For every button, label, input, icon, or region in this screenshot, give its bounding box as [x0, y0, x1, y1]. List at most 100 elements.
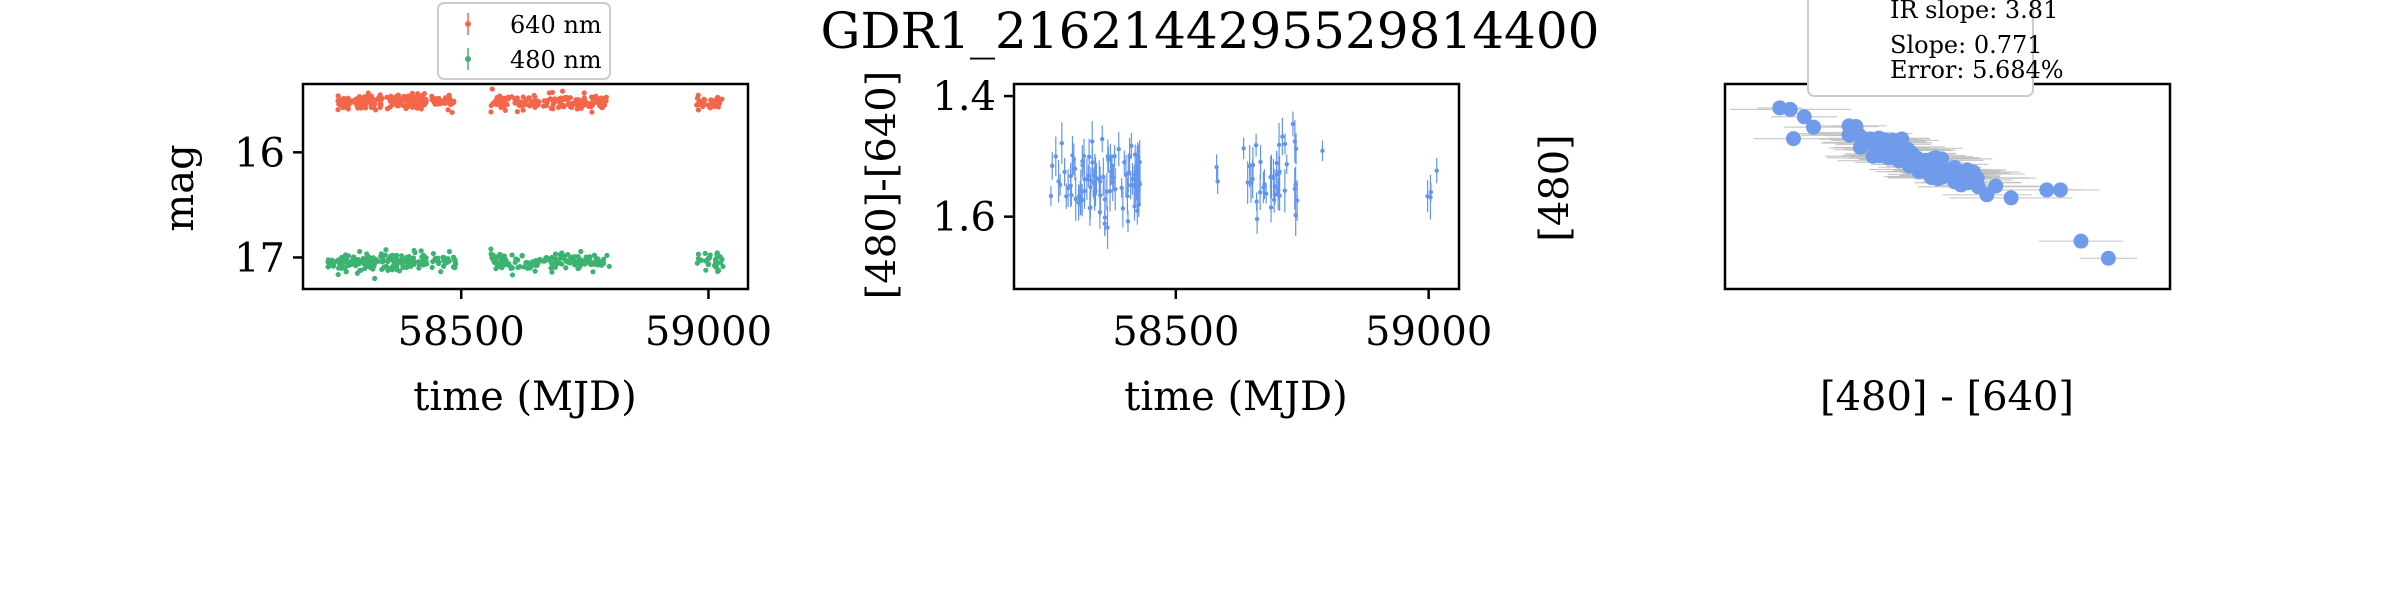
point-640: [353, 98, 359, 104]
point-480: [385, 267, 391, 273]
point-640: [421, 102, 428, 108]
point-640: [563, 96, 569, 103]
point-480: [563, 265, 569, 271]
color-point: [1089, 139, 1095, 144]
lightcurve-xlabel: time (MJD): [413, 374, 636, 420]
point-640: [589, 109, 595, 115]
lightcurve-marks: [325, 86, 726, 282]
color-point: [1069, 192, 1074, 198]
point-480: [590, 269, 596, 275]
cmd-point: [1907, 152, 1923, 168]
cmd-point: [1841, 127, 1857, 143]
color-point: [1245, 180, 1250, 185]
point-640: [449, 109, 455, 116]
point-480: [418, 248, 424, 254]
cmd-point: [1772, 100, 1788, 116]
color-point: [1100, 136, 1105, 142]
point-640: [394, 102, 400, 109]
point-640: [514, 95, 521, 101]
point-480: [450, 254, 457, 260]
color-curve-ylabel: [480]-[640]: [859, 71, 905, 300]
color-point: [1084, 177, 1090, 182]
legend-480-marker: [465, 56, 471, 62]
point-640: [431, 100, 437, 106]
point-640: [416, 100, 422, 106]
point-640: [719, 96, 725, 102]
x-tick-label: 58500: [398, 309, 525, 355]
point-480: [720, 263, 726, 270]
color-point: [1263, 191, 1269, 196]
color-point: [1065, 185, 1071, 191]
color-point: [1254, 216, 1260, 222]
color-curve-panel: 58500 59000 1.4 1.6 time (MJD) [480]-[640]: [859, 71, 1492, 420]
point-640: [555, 104, 562, 110]
point-480: [497, 251, 503, 257]
point-480: [519, 253, 525, 259]
point-480: [489, 255, 495, 261]
color-curve-axes-frame: [1012, 82, 1461, 291]
point-480: [348, 260, 354, 267]
point-480: [509, 252, 515, 258]
color-point: [1254, 199, 1259, 204]
color-point: [1128, 182, 1133, 188]
color-point: [1119, 185, 1124, 191]
point-480: [338, 255, 345, 261]
color-point: [1087, 205, 1093, 211]
cmd-point: [1877, 132, 1893, 148]
point-480: [433, 256, 439, 262]
color-point: [1053, 154, 1058, 159]
color-point: [1076, 200, 1081, 205]
point-640: [540, 103, 547, 109]
point-480: [380, 258, 386, 264]
color-point: [1108, 155, 1113, 160]
point-480: [391, 258, 397, 264]
lightcurve-ticks: 58500 59000 16 17: [234, 130, 772, 355]
y-tick-label: 17: [234, 235, 285, 281]
point-480: [707, 254, 713, 261]
point-640: [707, 105, 713, 111]
point-480: [440, 254, 446, 260]
point-640: [450, 99, 457, 106]
point-480: [394, 252, 400, 258]
point-640: [377, 97, 383, 104]
color-magnitude-legend: IR slope: 3.81 Slope: 0.771 Error: 5.684…: [1807, 0, 2064, 97]
cmd-point: [1918, 152, 1934, 168]
legend-640-marker: [465, 21, 471, 27]
cmd-point: [2003, 190, 2019, 206]
cmd-point: [1785, 131, 1801, 147]
color-point: [1129, 143, 1134, 149]
color-point: [1073, 196, 1078, 202]
point-480: [590, 261, 596, 267]
color-point: [1048, 193, 1054, 199]
point-640: [502, 107, 508, 113]
point-480: [442, 260, 449, 266]
point-480: [436, 260, 442, 267]
color-point: [1125, 219, 1131, 224]
point-640: [373, 107, 379, 113]
point-480: [357, 248, 363, 255]
point-480: [400, 264, 407, 270]
legend-640-symbol: [465, 13, 471, 35]
point-640: [409, 104, 416, 110]
point-480: [385, 257, 391, 263]
color-point: [1137, 159, 1142, 165]
legend-640-label: 640 nm: [510, 11, 602, 39]
legend-480-symbol: [465, 48, 471, 70]
point-640: [488, 102, 494, 109]
color-point: [1248, 180, 1254, 186]
point-480: [540, 258, 546, 264]
point-640: [388, 93, 394, 99]
point-640: [420, 95, 426, 102]
point-640: [497, 98, 503, 104]
color-point: [1088, 185, 1093, 190]
point-480: [601, 256, 607, 262]
point-640: [526, 95, 532, 102]
color-point: [1434, 168, 1439, 173]
point-640: [445, 107, 451, 113]
color-point: [1102, 221, 1107, 226]
color-point: [1072, 166, 1078, 171]
point-480: [382, 252, 388, 258]
cmd-point: [1969, 170, 1985, 186]
color-point: [1320, 148, 1325, 154]
point-640: [532, 104, 538, 110]
